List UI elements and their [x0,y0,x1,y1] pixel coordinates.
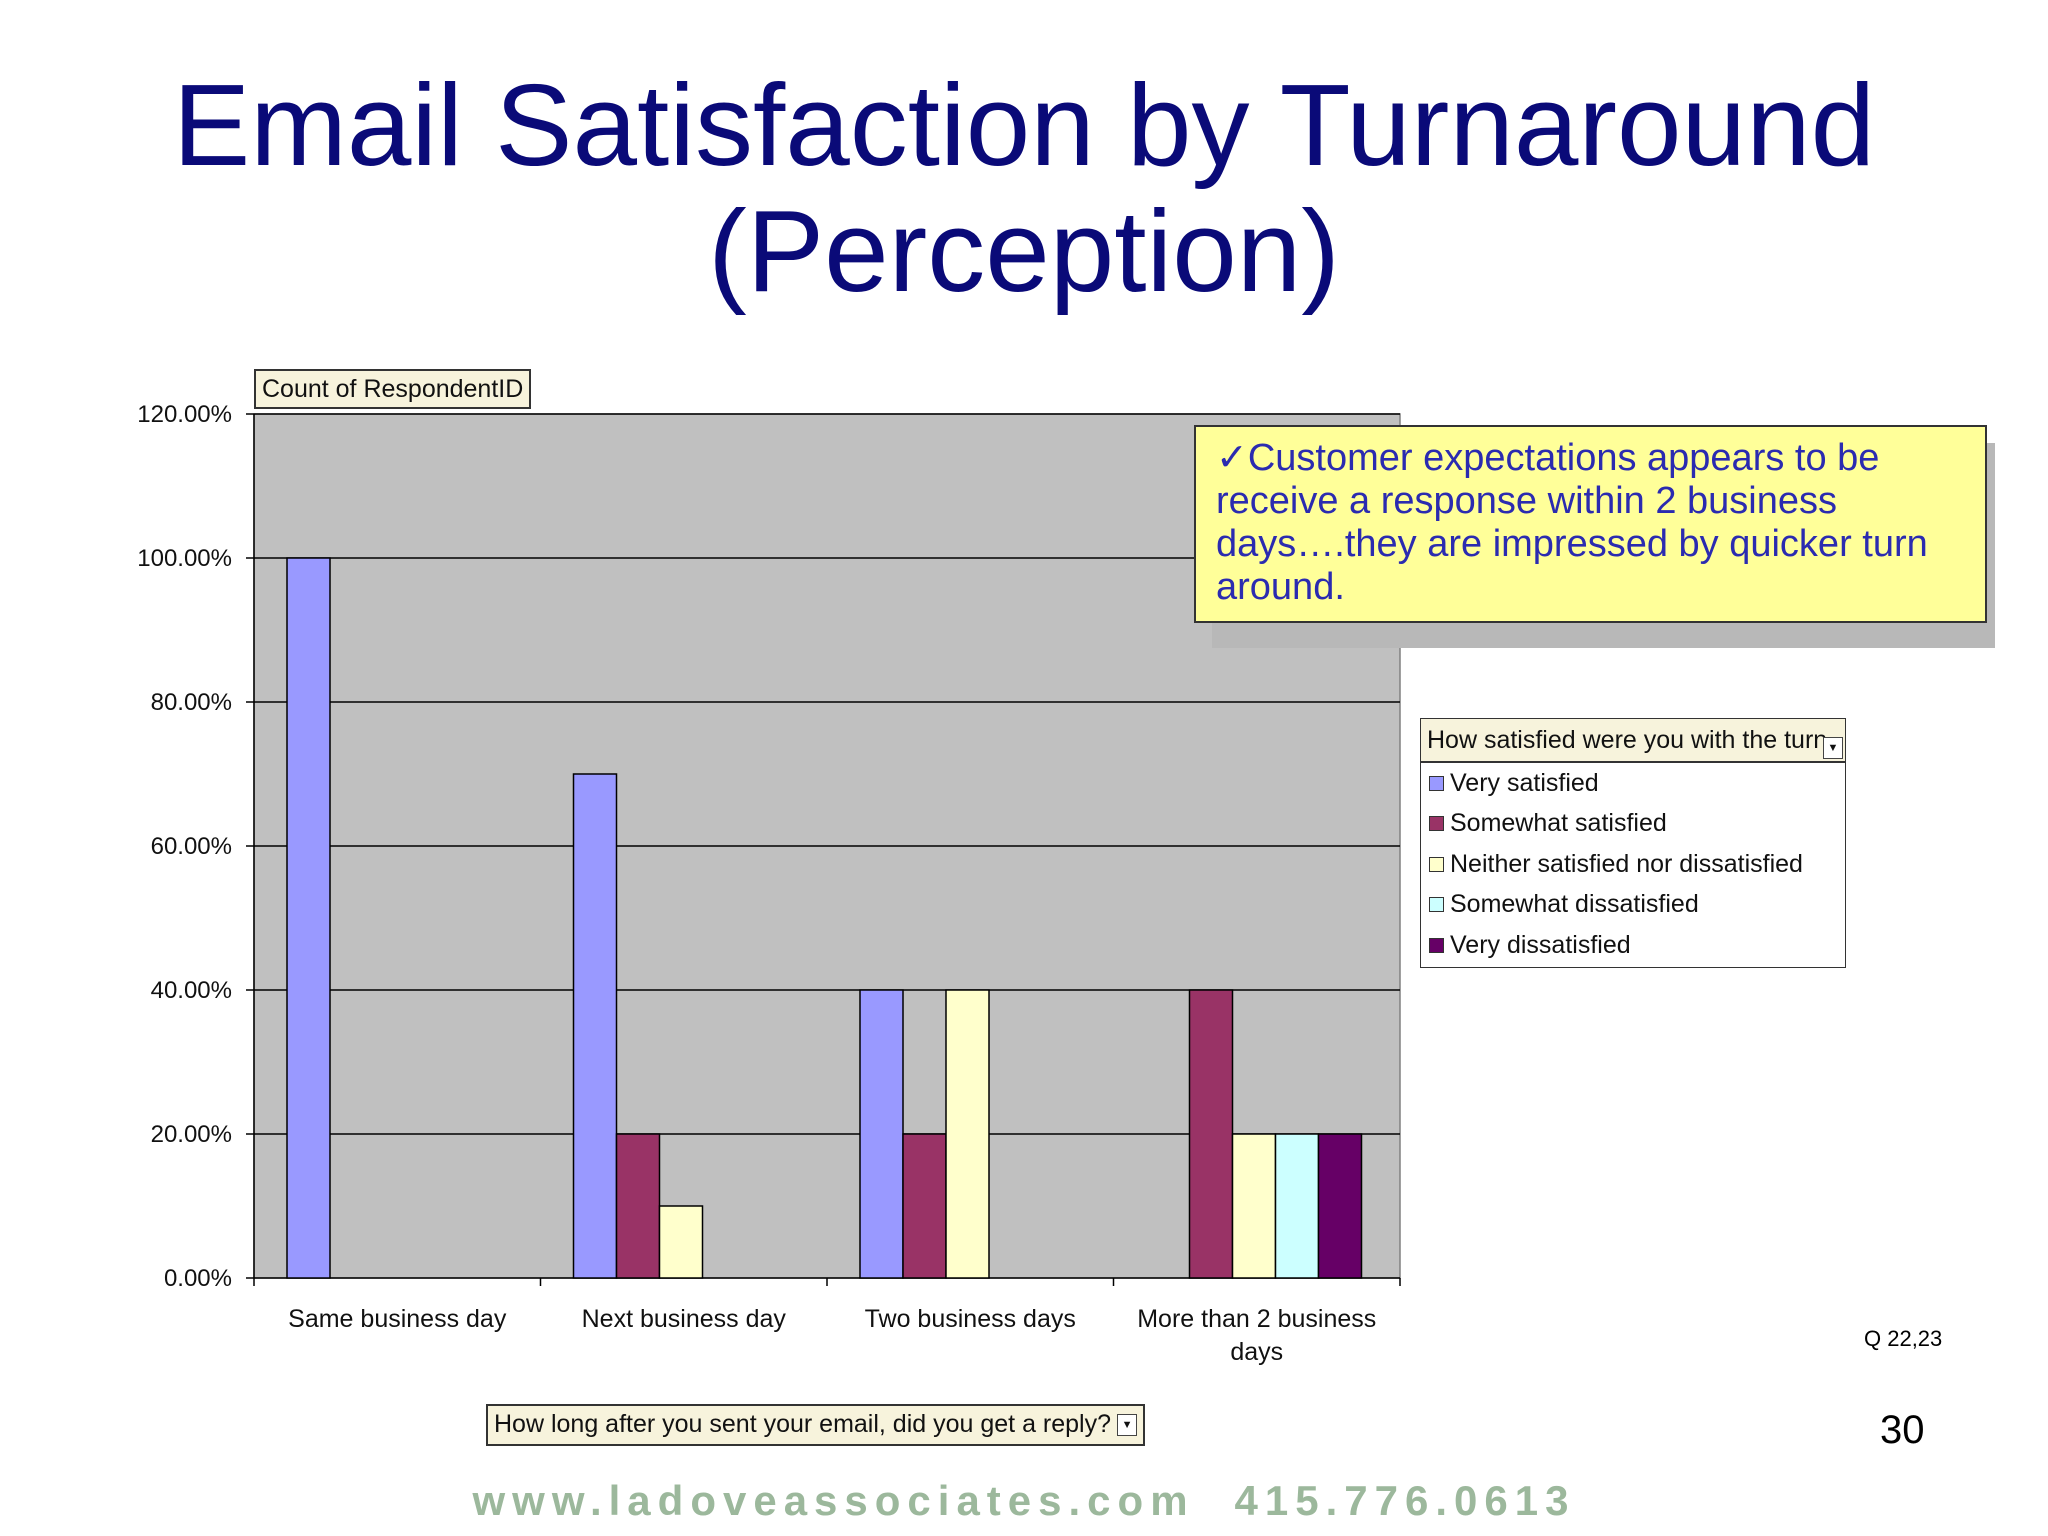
legend-entry: Somewhat dissatisfied [1421,885,1845,926]
y-tick-label: 20.00% [151,1121,232,1148]
x-tick-label: days [1230,1338,1283,1366]
x-tick-label: Two business days [865,1305,1076,1333]
slide-title-line2: (Perception) [708,186,1340,316]
legend-swatch [1429,897,1444,913]
callout-text: ✓Customer expectations appears to be rec… [1216,437,1928,608]
legend-entry: Very dissatisfied [1421,925,1845,966]
footer-url[interactable]: www.ladoveassociates.com [472,1477,1195,1524]
y-tick-label: 60.00% [151,833,232,860]
legend-swatch [1429,816,1444,832]
data-field-button[interactable]: Count of RespondentID [254,369,532,409]
legend-label: Very satisfied [1450,768,1599,797]
bar [615,1133,661,1279]
legend-field-button[interactable]: How satisfied were you with the turn ▼ [1421,719,1845,763]
x-tick-label: More than 2 business [1137,1305,1376,1333]
chart-legend: How satisfied were you with the turn ▼ V… [1420,718,1846,968]
bar [572,773,618,1279]
bar [1317,1133,1363,1279]
legend-title: How satisfied were you with the turn [1427,726,1828,754]
y-tick-label: 120.00% [137,401,232,428]
footer: www.ladoveassociates.com 415.776.0613 [0,1477,2048,1525]
bar [902,1133,947,1279]
bar [1188,989,1234,1279]
row-field-button[interactable]: How long after you sent your email, did … [486,1404,1146,1446]
x-tick-label: Next business day [582,1305,787,1333]
y-tick-label: 0.00% [164,1265,232,1292]
bar [658,1205,704,1279]
legend-entry: Somewhat satisfied [1421,804,1845,845]
row-field-label: How long after you sent your email, did … [494,1410,1112,1438]
question-reference: Q 22,23 [1864,1326,1943,1351]
bar [1231,1133,1277,1279]
x-tick-label: Same business day [288,1305,507,1333]
data-field-label: Count of RespondentID [262,375,524,403]
legend-items: Very satisfied Somewhat satisfied Neither … [1421,763,1845,966]
legend-entry: Very satisfied [1421,763,1845,804]
footer-phone: 415.776.0613 [1234,1477,1576,1524]
legend-label: Somewhat satisfied [1450,809,1667,838]
legend-label: Very dissatisfied [1450,930,1631,959]
slide-title: Email Satisfaction by Turnaround (Percep… [0,62,2048,314]
bar [945,989,990,1279]
y-tick-label: 80.00% [151,689,232,716]
legend-label: Somewhat dissatisfied [1450,890,1699,919]
bar [859,989,904,1279]
y-tick-label: 40.00% [151,977,232,1004]
callout-box: ✓Customer expectations appears to be rec… [1194,425,1987,623]
slide-title-line1: Email Satisfaction by Turnaround [172,60,1876,190]
legend-entry: Neither satisfied nor dissatisfied [1421,844,1845,885]
legend-label: Neither satisfied nor dissatisfied [1450,849,1803,878]
dropdown-arrow-icon[interactable]: ▼ [1117,1414,1138,1437]
legend-swatch [1429,775,1444,791]
page-number: 30 [1880,1408,1925,1452]
y-tick-label: 100.00% [137,545,232,572]
bar [286,557,331,1279]
bar [1274,1133,1320,1279]
dropdown-arrow-icon[interactable]: ▼ [1823,737,1843,759]
legend-swatch [1429,856,1444,872]
legend-swatch [1429,937,1444,953]
